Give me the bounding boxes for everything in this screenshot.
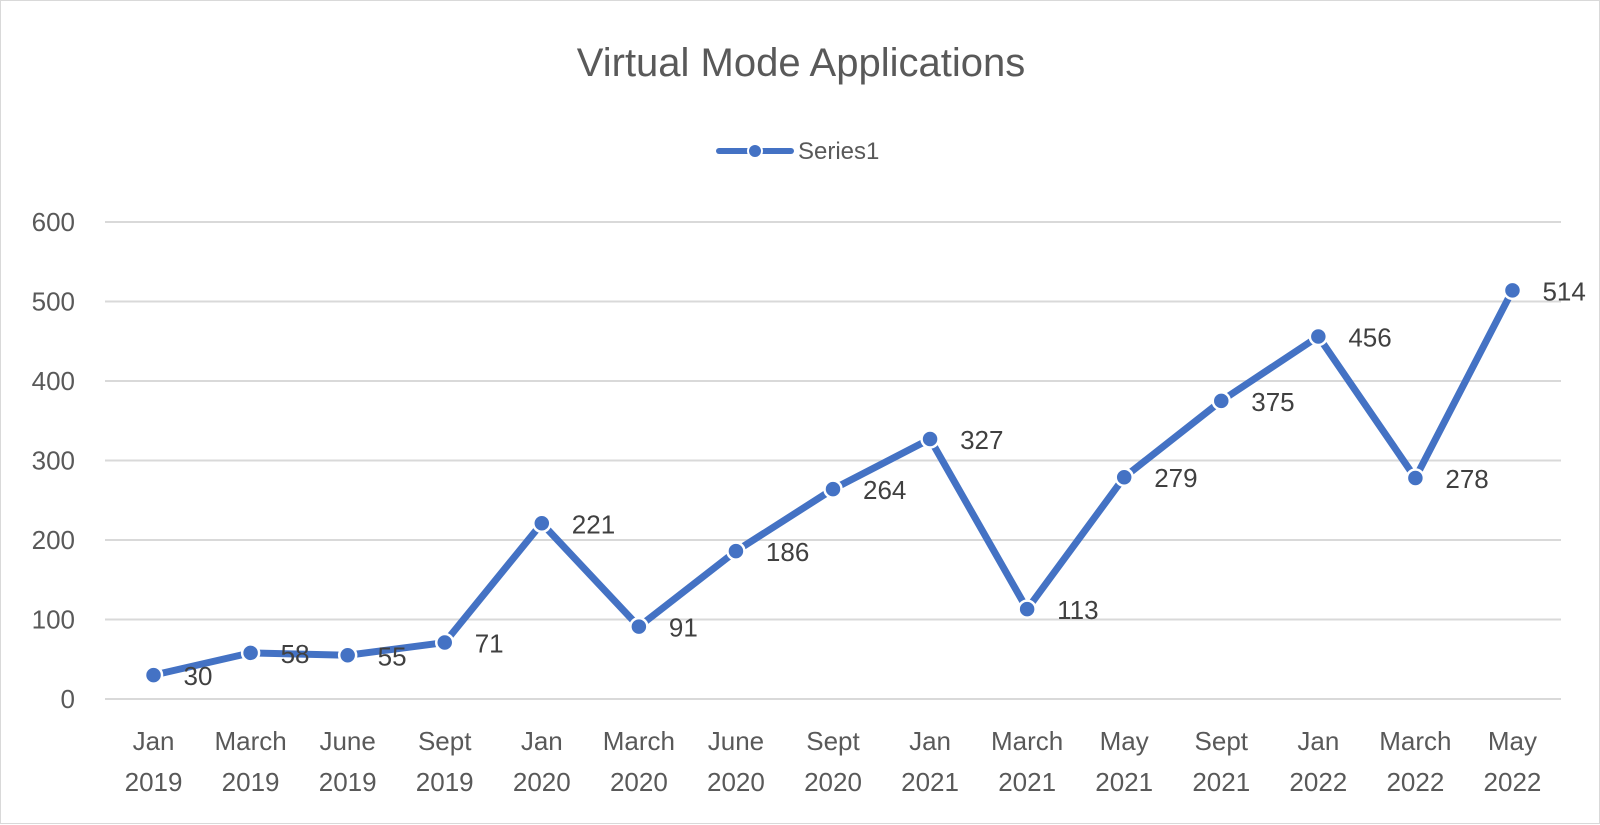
x-tick-label-year: 2020 (610, 767, 668, 797)
x-tick-label: Jan (521, 726, 563, 756)
x-tick-label-year: 2019 (125, 767, 183, 797)
data-label: 375 (1251, 387, 1294, 417)
x-tick-label-year: 2019 (319, 767, 377, 797)
y-tick-label-200: 200 (32, 525, 75, 555)
y-tick-label-600: 600 (32, 207, 75, 237)
data-label: 279 (1154, 463, 1197, 493)
data-point (1308, 326, 1329, 347)
x-tick-label: March (603, 726, 675, 756)
x-tick-label-year: 2020 (804, 767, 862, 797)
legend-marker-icon (747, 143, 763, 159)
x-tick-label: June (319, 726, 375, 756)
x-tick-label: Sept (1195, 726, 1249, 756)
x-tick-label: March (214, 726, 286, 756)
data-label: 71 (475, 629, 504, 659)
data-point (629, 616, 649, 637)
y-axis: 0 100 200 300 400 500 600 (32, 207, 75, 714)
chart-title: Virtual Mode Applications (577, 41, 1025, 85)
data-label: 30 (184, 661, 213, 691)
data-point (1017, 599, 1037, 619)
x-tick-label-year: 2019 (416, 767, 474, 797)
data-label: 91 (669, 613, 698, 643)
data-labels: 30 58 55 71 221 91 186 264 327 113 279 375 456 278 514 (184, 276, 1586, 691)
data-label: 264 (863, 475, 906, 505)
data-point (240, 643, 261, 663)
y-tick-label-100: 100 (32, 605, 75, 635)
legend-label-series1: Series1 (798, 138, 879, 165)
x-tick-label-year: 2021 (1095, 767, 1153, 797)
x-tick-label-year: 2021 (901, 767, 959, 797)
x-tick-label-year: 2021 (998, 767, 1056, 797)
data-point (920, 429, 940, 449)
data-label: 514 (1542, 276, 1585, 306)
data-point (726, 541, 746, 561)
x-tick-label: May (1488, 726, 1537, 756)
x-tick-label: Jan (1297, 726, 1339, 756)
data-point (1211, 391, 1232, 411)
x-tick-label: May (1100, 726, 1149, 756)
x-tick-label: Jan (909, 726, 951, 756)
x-axis: Jan 2019 March 2019 June 2019 Sept 2019 Jan 2020 M… (125, 726, 1542, 797)
y-tick-label-400: 400 (32, 366, 75, 396)
data-point (532, 513, 552, 534)
x-tick-label: March (991, 726, 1063, 756)
y-tick-label-500: 500 (32, 287, 75, 317)
data-point (434, 632, 455, 653)
y-tick-label-0: 0 (61, 684, 75, 714)
data-point (337, 645, 358, 666)
series-1 (143, 280, 1523, 685)
x-tick-label-year: 2020 (707, 767, 765, 797)
legend: Series1 (716, 138, 879, 165)
data-point (1405, 468, 1426, 488)
data-label: 58 (281, 639, 310, 669)
gridlines (105, 221, 1561, 700)
x-tick-label-year: 2021 (1192, 767, 1250, 797)
x-tick-label-year: 2020 (513, 767, 571, 797)
x-tick-label-year: 2022 (1484, 767, 1542, 797)
x-tick-label: June (708, 726, 764, 756)
data-label: 278 (1445, 464, 1488, 494)
data-label: 221 (572, 509, 615, 539)
data-label: 456 (1348, 322, 1391, 352)
y-tick-label-300: 300 (32, 446, 75, 476)
x-tick-label: Sept (418, 726, 472, 756)
data-point (823, 479, 843, 499)
x-tick-label-year: 2022 (1386, 767, 1444, 797)
data-label: 55 (378, 641, 407, 671)
x-tick-label-year: 2022 (1289, 767, 1347, 797)
data-label: 186 (766, 537, 809, 567)
x-tick-label: Jan (133, 726, 175, 756)
data-label: 113 (1057, 595, 1098, 625)
data-point (1502, 280, 1523, 301)
data-label: 327 (960, 425, 1003, 455)
x-tick-label: Sept (806, 726, 860, 756)
data-point (143, 665, 164, 685)
x-tick-label-year: 2019 (222, 767, 280, 797)
x-tick-label: March (1379, 726, 1451, 756)
data-point (1114, 467, 1134, 487)
